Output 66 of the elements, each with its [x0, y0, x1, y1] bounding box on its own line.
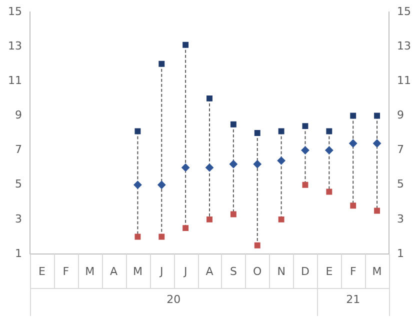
point	[254, 130, 260, 136]
y-tick-label: 1	[14, 246, 22, 260]
y-tick-label: 11	[8, 74, 22, 87]
point	[350, 202, 356, 209]
x-tick-label: M	[372, 264, 382, 278]
point	[206, 216, 212, 222]
y2-tick-label: 5	[397, 178, 404, 191]
point	[158, 234, 165, 240]
point	[230, 121, 236, 128]
y2-tick-label: 11	[397, 74, 412, 87]
y-tick-label: 3	[14, 212, 22, 226]
x-tick-label: E	[38, 264, 46, 278]
point	[302, 182, 308, 188]
point	[134, 234, 141, 240]
point	[374, 208, 380, 214]
x-tick-label: S	[230, 264, 237, 278]
y2-tick-label: 9	[397, 108, 404, 122]
point	[158, 180, 166, 189]
x-tick-label: O	[253, 264, 262, 278]
y2-tick-label: 7	[397, 143, 404, 156]
point	[277, 156, 286, 165]
point	[229, 160, 238, 168]
point	[230, 211, 236, 218]
point	[374, 112, 380, 119]
x-tick-label: J	[159, 264, 164, 278]
point	[206, 95, 212, 102]
point	[182, 225, 189, 232]
point	[326, 128, 332, 134]
x-tick-label: E	[326, 264, 333, 278]
x-tick-label: A	[110, 264, 118, 278]
x-tick-label: D	[300, 264, 310, 278]
text: 20	[166, 292, 181, 306]
point	[278, 216, 284, 222]
point	[278, 128, 284, 134]
point	[206, 164, 214, 172]
y2-tick-label: 3	[397, 212, 404, 226]
y-tick-label: 5	[14, 178, 22, 191]
x-tick-label: J	[182, 264, 188, 278]
y2-tick-label: 15	[397, 4, 412, 18]
y-tick-label: 15	[8, 4, 22, 18]
point	[182, 164, 190, 172]
point	[134, 128, 141, 134]
point	[373, 139, 382, 148]
point	[182, 42, 189, 48]
x-tick-label: N	[277, 264, 286, 278]
point	[349, 139, 358, 148]
y-tick-label: 9	[14, 108, 22, 122]
x-tick-label: A	[206, 264, 214, 278]
x-tick-label: M	[85, 264, 95, 278]
point	[350, 112, 356, 119]
point	[301, 146, 310, 154]
y-tick-label: 13	[8, 39, 22, 52]
x-tick-label: F	[350, 264, 356, 278]
x-tick-label: M	[132, 264, 142, 278]
point	[253, 160, 262, 168]
text: 21	[346, 292, 360, 306]
point	[302, 123, 308, 130]
point	[254, 242, 260, 248]
point	[158, 60, 165, 67]
y2-tick-label: 13	[397, 39, 412, 52]
point	[325, 146, 334, 154]
y-tick-label: 7	[14, 143, 22, 156]
x-tick-label: F	[62, 264, 70, 278]
y2-tick-label: 1	[397, 246, 404, 260]
point	[134, 180, 142, 189]
point	[326, 188, 332, 195]
